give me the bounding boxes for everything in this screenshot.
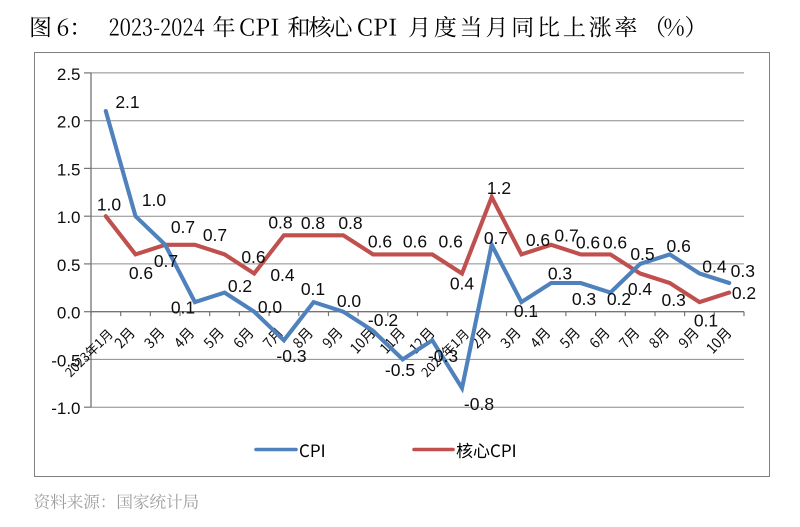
svg-text:0.6: 0.6 [526,230,550,250]
svg-text:-0.2: -0.2 [368,310,398,330]
svg-text:0.5: 0.5 [630,244,654,264]
svg-text:0.0: 0.0 [337,291,362,311]
svg-text:0.7: 0.7 [171,217,195,237]
svg-text:0.2: 0.2 [228,276,252,296]
svg-text:0.1: 0.1 [171,298,195,318]
svg-text:-0.3: -0.3 [276,346,306,366]
svg-text:1.2: 1.2 [487,178,511,198]
svg-text:0.3: 0.3 [572,289,596,309]
svg-text:0.0: 0.0 [57,304,81,323]
svg-text:0.7: 0.7 [484,228,508,248]
svg-text:0.6: 0.6 [241,247,265,267]
svg-text:-0.8: -0.8 [464,394,494,414]
svg-text:2.5: 2.5 [57,65,81,84]
svg-text:0.6: 0.6 [368,232,392,252]
svg-text:0.7: 0.7 [203,225,227,245]
svg-text:0.6: 0.6 [129,263,153,283]
svg-text:0.6: 0.6 [576,233,600,253]
svg-text:0.1: 0.1 [514,301,538,321]
svg-text:0.8: 0.8 [268,213,292,233]
svg-text:0.4: 0.4 [702,256,727,276]
svg-text:2.0: 2.0 [57,113,81,132]
svg-text:0.6: 0.6 [667,236,691,256]
svg-text:-0.3: -0.3 [428,346,458,366]
svg-text:0.2: 0.2 [607,289,631,309]
svg-text:0.6: 0.6 [603,233,627,253]
svg-text:0.3: 0.3 [662,290,686,310]
svg-text:0.5: 0.5 [57,256,81,275]
svg-text:2.1: 2.1 [115,92,139,112]
svg-text:0.8: 0.8 [301,213,325,233]
svg-text:0.3: 0.3 [548,264,572,284]
svg-text:0.1: 0.1 [694,310,718,330]
svg-text:0.4: 0.4 [628,279,653,299]
svg-text:1.5: 1.5 [57,160,81,179]
svg-text:0.8: 0.8 [338,213,362,233]
svg-text:0.4: 0.4 [270,265,295,285]
svg-text:-1.0: -1.0 [51,399,80,418]
svg-text:0.6: 0.6 [403,232,427,252]
svg-text:0.3: 0.3 [731,261,755,281]
svg-text:-0.5: -0.5 [51,351,80,370]
svg-text:0.7: 0.7 [554,226,578,246]
svg-text:0.7: 0.7 [154,251,178,271]
svg-text:1.0: 1.0 [57,208,81,227]
svg-text:1.0: 1.0 [142,190,167,210]
svg-text:-0.5: -0.5 [385,360,415,380]
svg-text:0.4: 0.4 [450,274,475,294]
svg-text:0.6: 0.6 [439,232,463,252]
svg-text:0.2: 0.2 [732,283,756,303]
svg-text:0.1: 0.1 [301,279,325,299]
svg-text:1.0: 1.0 [97,195,122,215]
svg-text:0.0: 0.0 [258,297,283,317]
